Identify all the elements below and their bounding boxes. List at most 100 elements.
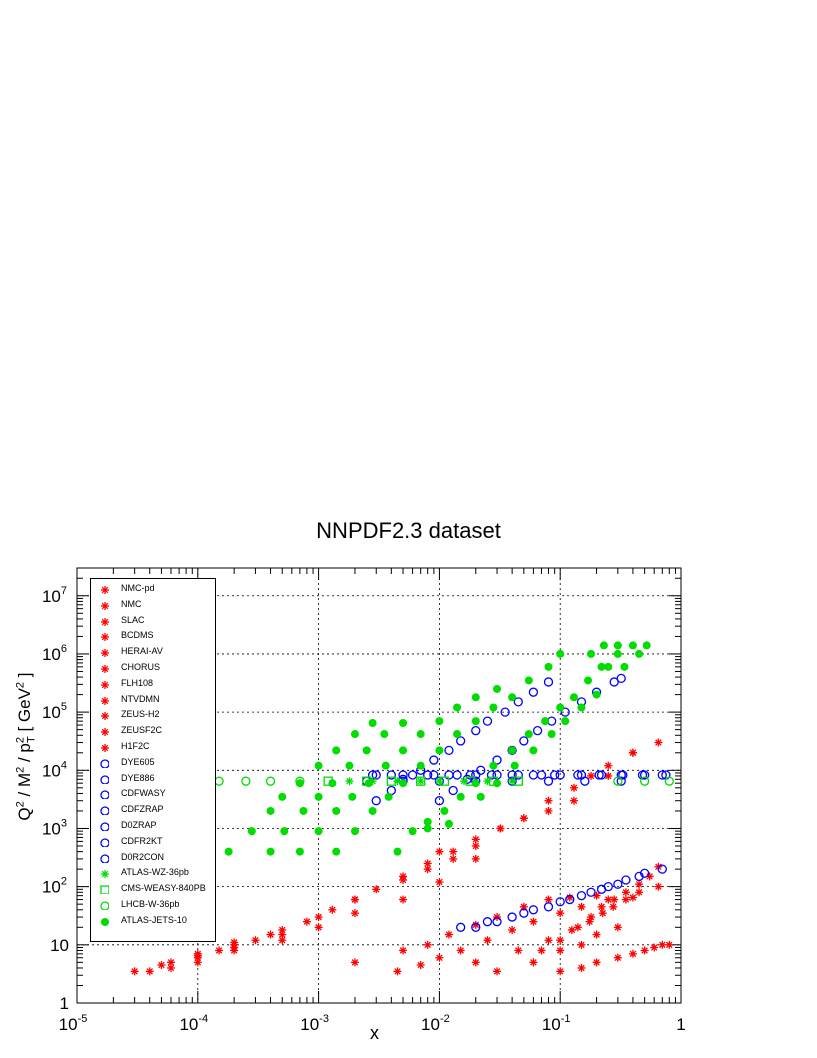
data-point: [519, 814, 528, 823]
data-point: [456, 922, 466, 932]
axis-ticks: [76, 567, 682, 1004]
data-point: [604, 662, 613, 671]
data-point: [556, 936, 565, 945]
data-point: [444, 819, 453, 828]
data-point: [314, 913, 323, 922]
legend-marker-shape: [101, 744, 109, 752]
data-point: [550, 770, 560, 780]
data-point: [328, 779, 337, 788]
legend-marker-shape: [100, 885, 109, 895]
legend-entry: HERAI-AV: [91, 645, 215, 660]
data-point: [658, 940, 667, 949]
data-point: [416, 960, 425, 969]
data-point: [594, 770, 604, 780]
data-point: [251, 936, 260, 945]
legend-label: NTVDMN: [121, 693, 160, 704]
legend-entry: BCDMS: [91, 629, 215, 644]
data-point: [408, 827, 417, 836]
data-point: [560, 707, 570, 717]
data-point: [561, 717, 570, 726]
data-point: [536, 770, 547, 780]
data-point: [587, 771, 596, 780]
data-point: [471, 770, 481, 780]
data-point: [456, 736, 466, 746]
data-point: [453, 703, 462, 712]
legend-label: CMS-WEASY-840PB: [121, 883, 206, 894]
data-point: [654, 882, 663, 891]
data-point: [657, 770, 667, 780]
data-point: [471, 693, 480, 702]
legend-marker: [101, 586, 109, 594]
x-tick-label: 10-1: [542, 1013, 571, 1034]
data-point: [345, 761, 354, 770]
data-point: [368, 806, 377, 815]
legend-marker-shape: [100, 838, 109, 847]
legend-marker: [101, 633, 109, 642]
data-point: [399, 779, 408, 788]
legend-marker: [100, 853, 109, 863]
data-point: [537, 946, 546, 955]
legend-label: H1F2C: [121, 741, 150, 751]
legend-label: D0R2CON: [121, 851, 165, 862]
data-point: [193, 958, 202, 967]
y-tick-label: 106: [42, 643, 67, 664]
legend-marker: [100, 885, 109, 895]
series-lhcb-w-36pb: [214, 776, 674, 786]
x-tick-label: 10-3: [300, 1013, 329, 1034]
legend-marker: [101, 680, 109, 689]
y-tick-label: 105: [42, 701, 67, 722]
data-point: [384, 792, 393, 801]
data-point: [266, 806, 275, 815]
legend-marker-shape: [100, 901, 109, 910]
data-point: [314, 792, 323, 801]
legend-label: NMC: [121, 598, 142, 609]
data-point: [471, 922, 481, 932]
data-point: [597, 902, 606, 911]
data-point: [398, 770, 408, 780]
data-point: [529, 917, 538, 926]
data-point: [393, 847, 402, 856]
data-point: [393, 967, 402, 976]
y-tick-label: 107: [42, 585, 67, 606]
data-point: [299, 806, 308, 815]
series-atlas-jets-10: [224, 641, 651, 856]
legend-marker-shape: [101, 649, 109, 658]
data-point: [543, 677, 554, 687]
legend-entry: NMC: [91, 598, 215, 613]
data-point: [295, 847, 304, 856]
data-point: [496, 824, 505, 833]
data-point: [642, 641, 651, 650]
legend-label: DYE605: [121, 756, 155, 767]
data-point: [621, 875, 631, 885]
legend-entry: D0R2CON: [91, 851, 215, 866]
legend-marker-shape: [101, 680, 109, 689]
data-point: [598, 909, 607, 918]
legend-entry: D0ZRAP: [91, 819, 215, 834]
data-point: [482, 716, 493, 726]
legend-label: CDFWASY: [121, 788, 166, 799]
data-point: [513, 697, 523, 707]
data-point: [423, 770, 433, 780]
data-point: [350, 909, 359, 918]
data-point: [440, 806, 449, 815]
data-point: [423, 824, 432, 833]
data-point: [386, 776, 396, 786]
data-point: [613, 641, 622, 650]
data-point: [167, 958, 176, 967]
data-point: [513, 776, 523, 786]
data-point: [592, 958, 601, 967]
data-point: [556, 967, 565, 976]
data-point: [609, 902, 618, 911]
legend-label: HERAI-AV: [121, 646, 163, 657]
legend-marker-shape: [101, 696, 109, 705]
series-slac: [556, 940, 674, 976]
data-point: [493, 779, 502, 788]
x-tick-label: 1: [676, 1015, 685, 1034]
legend-marker-shape: [101, 728, 109, 737]
legend-entry: CMS-WEASY-840PB: [91, 882, 215, 897]
legend-label: NMC-pd: [121, 583, 155, 593]
legend-marker: [101, 649, 109, 658]
data-point: [435, 847, 444, 856]
data-point: [645, 872, 654, 881]
